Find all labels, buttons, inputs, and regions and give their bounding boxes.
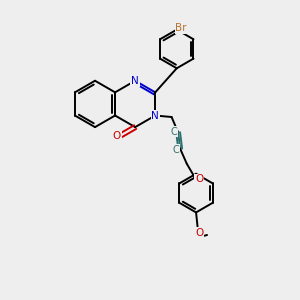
Text: Br: Br — [176, 23, 187, 33]
Text: O: O — [195, 174, 203, 184]
Text: C: C — [173, 145, 179, 155]
Text: O: O — [112, 131, 121, 141]
Text: N: N — [152, 110, 159, 121]
Text: C: C — [171, 127, 177, 136]
Text: N: N — [131, 76, 139, 86]
Text: O: O — [195, 228, 203, 238]
